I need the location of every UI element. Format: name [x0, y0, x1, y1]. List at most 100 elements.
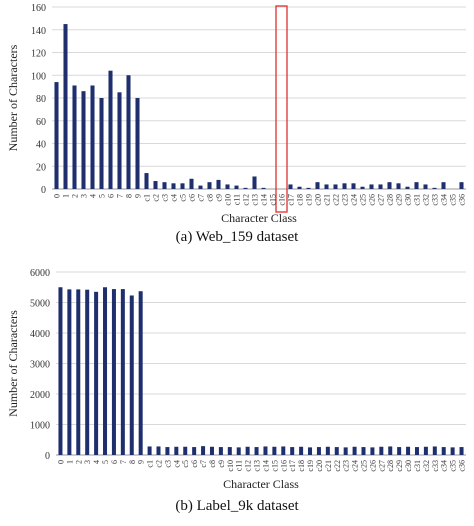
x-tick-label: c23	[341, 194, 350, 206]
bar-c1	[144, 173, 149, 189]
x-tick-label: c1	[143, 194, 152, 202]
x-tick-label: c22	[333, 460, 342, 472]
x-tick-label: c14	[261, 460, 270, 472]
bar-2	[72, 85, 77, 189]
x-tick-label: c28	[386, 460, 395, 472]
bar-c11	[236, 447, 241, 455]
x-tick-label: c36	[458, 194, 467, 206]
y-tick-label: 60	[36, 117, 46, 128]
caption-web159: (a) Web_159 dataset	[175, 229, 299, 245]
bar-c32	[423, 184, 428, 189]
x-tick-label: c20	[315, 460, 324, 472]
x-tick-label: c5	[179, 194, 188, 202]
x-tick-label: c1	[146, 460, 155, 468]
bar-c23	[343, 447, 348, 455]
x-tick-label: 0	[53, 194, 62, 198]
x-tick-label: c15	[270, 460, 279, 472]
bar-c6	[189, 178, 194, 189]
bar-c11	[234, 185, 239, 189]
x-tick-label: c32	[422, 460, 431, 472]
bar-c8	[209, 446, 214, 455]
bar-c9	[218, 447, 223, 455]
bar-c7	[201, 446, 206, 455]
x-tick-label: c9	[217, 460, 226, 468]
bar-5	[103, 287, 108, 455]
x-tick-label: 0	[56, 460, 65, 464]
x-tick-label: 6	[110, 460, 119, 464]
x-tick-label: 2	[74, 460, 83, 464]
bar-c36	[459, 182, 464, 189]
x-tick-label: c6	[188, 194, 197, 202]
bar-c14	[261, 187, 266, 189]
x-tick-label: c33	[431, 460, 440, 472]
x-tick-label: c30	[404, 194, 413, 206]
x-tick-label: c24	[351, 460, 360, 472]
bar-6	[108, 70, 113, 189]
bar-9	[138, 291, 143, 455]
bar-c20	[316, 447, 321, 455]
x-tick-label: c17	[288, 460, 297, 472]
x-tick-label: c15	[269, 194, 278, 206]
x-tick-label: 7	[119, 460, 128, 464]
bar-c3	[162, 182, 167, 189]
y-tick-label: 100	[31, 71, 46, 82]
bar-c33	[432, 187, 437, 189]
bar-c22	[334, 447, 339, 455]
x-tick-label: c8	[208, 460, 217, 468]
x-tick-label: c11	[233, 194, 242, 205]
x-tick-label: c26	[368, 194, 377, 206]
x-tick-label: c29	[395, 194, 404, 206]
bar-c34	[441, 182, 446, 189]
x-tick-label: c27	[377, 194, 386, 206]
x-tick-label: c16	[278, 194, 287, 206]
bar-c30	[405, 186, 410, 189]
x-tick-label: c3	[161, 194, 170, 202]
x-axis-title: Character Class	[221, 211, 297, 225]
bar-c18	[299, 446, 304, 455]
y-tick-label: 140	[31, 26, 46, 37]
bar-c2	[153, 181, 158, 189]
bar-c29	[396, 183, 401, 189]
bar-c26	[369, 184, 374, 189]
y-tick-label: 80	[36, 94, 46, 105]
x-tick-label: c18	[297, 460, 306, 472]
x-tick-label: c19	[305, 194, 314, 206]
x-tick-label: 3	[83, 460, 92, 464]
x-tick-label: c7	[197, 194, 206, 202]
x-tick-label: 5	[98, 194, 107, 198]
bar-8	[129, 295, 134, 455]
x-tick-label: c4	[170, 194, 179, 202]
bar-c17	[290, 447, 295, 455]
y-tick-label: 2000	[30, 390, 50, 401]
x-tick-label: 9	[137, 460, 146, 464]
x-tick-label: c9	[215, 194, 224, 202]
bar-1	[63, 24, 68, 189]
x-tick-label: c18	[296, 194, 305, 206]
x-tick-label: c25	[360, 460, 369, 472]
x-tick-label: c21	[324, 460, 333, 472]
x-tick-label: c12	[242, 194, 251, 206]
x-tick-label: 1	[62, 194, 71, 198]
y-tick-label: 0	[45, 451, 50, 462]
x-tick-label: c32	[422, 194, 431, 206]
bar-c28	[388, 446, 393, 455]
bar-c32	[423, 446, 428, 455]
bar-c9	[216, 179, 221, 189]
bar-c21	[325, 446, 330, 455]
bar-2	[76, 289, 81, 455]
bar-c28	[387, 182, 392, 189]
y-tick-label: 5000	[30, 299, 50, 310]
bar-c17	[288, 184, 293, 189]
x-tick-label: c17	[287, 194, 296, 206]
x-tick-label: c19	[306, 460, 315, 472]
x-tick-label: c34	[440, 460, 449, 472]
bar-8	[126, 75, 131, 189]
bar-c12	[243, 187, 248, 189]
bar-c33	[432, 446, 437, 455]
x-tick-label: c24	[350, 194, 359, 206]
y-axis-title: Number of Characters	[6, 310, 20, 417]
highlight-box	[275, 5, 288, 213]
bar-c25	[360, 186, 365, 189]
bar-3	[81, 91, 86, 189]
